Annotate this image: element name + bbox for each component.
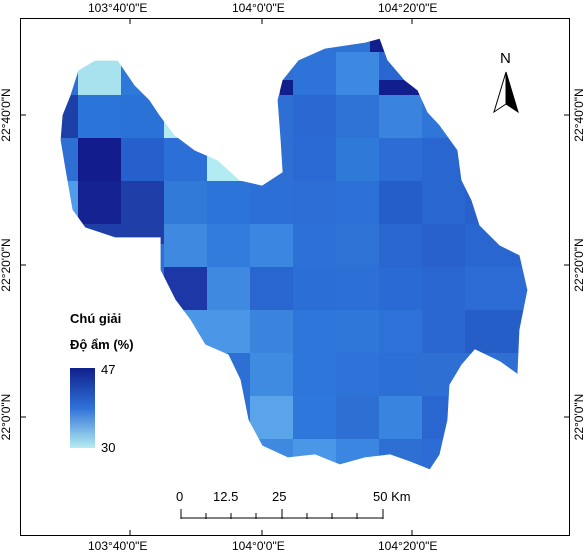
legend-max-value: 47 bbox=[101, 362, 116, 377]
north-arrow-icon bbox=[493, 71, 519, 114]
coord-left-3: 22°0'0"N bbox=[0, 393, 13, 441]
coord-top-3: 104°20'0"E bbox=[378, 1, 438, 15]
legend-title: Chú giải bbox=[70, 311, 122, 326]
coord-left-1: 22°40'0"N bbox=[0, 88, 13, 142]
province-boundary bbox=[59, 37, 529, 471]
coord-right-1: 22°40'0"N bbox=[572, 88, 586, 142]
humidity-map bbox=[20, 18, 570, 536]
scale-label-12-5: 12.5 bbox=[213, 489, 239, 504]
scale-bar bbox=[180, 509, 384, 519]
legend-color-ramp bbox=[70, 368, 95, 448]
coord-bottom-1: 103°40'0"E bbox=[88, 539, 148, 553]
scale-label-25: 25 bbox=[272, 489, 287, 504]
legend-subtitle: Độ ẩm (%) bbox=[70, 337, 134, 352]
scale-label-0: 0 bbox=[176, 489, 184, 504]
coord-bottom-3: 104°20'0"E bbox=[378, 539, 438, 553]
humidity-grid bbox=[60, 38, 528, 470]
legend-min-value: 30 bbox=[101, 440, 116, 455]
coord-right-2: 22°20'0"N bbox=[572, 238, 586, 292]
coord-bottom-2: 104°0'0"E bbox=[232, 539, 285, 553]
coord-top-1: 103°40'0"E bbox=[88, 1, 148, 15]
scale-label-50: 50 Km bbox=[373, 489, 411, 504]
coord-right-3: 22°0'0"N bbox=[572, 393, 586, 441]
coord-left-2: 22°20'0"N bbox=[0, 238, 13, 292]
coord-top-2: 104°0'0"E bbox=[232, 1, 285, 15]
north-label: N bbox=[500, 50, 511, 67]
graticule-ticks bbox=[20, 18, 570, 536]
